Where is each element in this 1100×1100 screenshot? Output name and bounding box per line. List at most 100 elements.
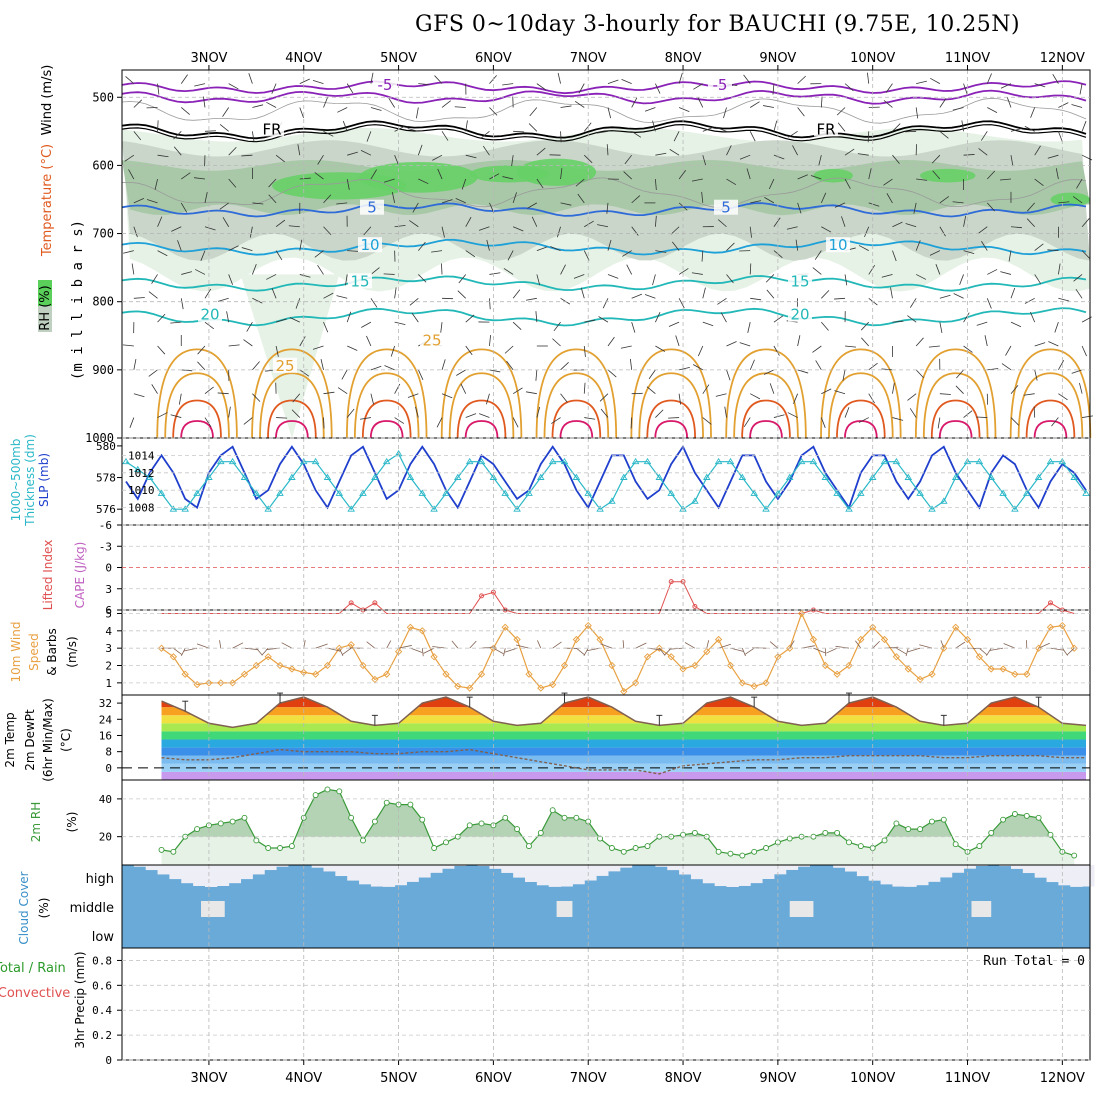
temp-lobe <box>922 372 989 439</box>
wind-barb <box>552 338 561 347</box>
wind-barb <box>251 131 255 143</box>
wind-speed-tick-label: 5 <box>105 607 112 620</box>
lifted-index-point <box>372 600 378 606</box>
wind-speed-point <box>999 665 1007 673</box>
top-day-label: 11NOV <box>945 51 990 66</box>
rh-legend-swatch <box>38 306 52 332</box>
thickness-point <box>821 473 830 480</box>
cloud-level-label: high <box>86 872 114 887</box>
rh-point <box>371 818 378 825</box>
cloud-level-label: low <box>92 930 115 945</box>
wind-barb <box>512 387 523 395</box>
wind-barb <box>655 312 661 323</box>
wind-barb <box>584 220 594 228</box>
rh-point <box>846 839 852 846</box>
wind-barb <box>268 194 277 204</box>
thickness-point <box>548 457 557 465</box>
wind-barb <box>1073 274 1083 282</box>
wind-barb <box>271 83 277 94</box>
wind-barb <box>881 368 893 371</box>
thickness-point <box>347 505 355 512</box>
cloud-label: (%) <box>37 898 51 919</box>
wind-barb <box>502 176 514 180</box>
wind-barb <box>361 321 372 328</box>
thickness-label: Thickness (dm) <box>23 434 37 527</box>
wind-barb <box>892 221 903 228</box>
wind-barb <box>939 226 946 237</box>
wind-speed-point <box>809 635 818 644</box>
wind-barb-10m <box>826 647 838 654</box>
wind-barb <box>939 393 951 395</box>
wind-barb <box>749 263 752 275</box>
wind-barb <box>812 345 822 353</box>
wind-speed-point <box>738 679 746 687</box>
wind-speed-tick-label: 1 <box>105 677 112 690</box>
wind-barb <box>956 369 964 379</box>
wind-label: Wind (m/s) <box>40 65 55 136</box>
rh-band-light <box>240 274 340 438</box>
wind-speed-point <box>454 682 462 690</box>
wind-speed-point <box>181 670 189 678</box>
wind-barb <box>148 291 158 299</box>
high-cloud-gap <box>928 865 941 882</box>
wind-barb <box>383 273 395 275</box>
wind-barb <box>652 120 656 132</box>
wind-speed-point <box>821 661 829 670</box>
rh-point <box>324 786 331 793</box>
wind-barb <box>157 154 169 158</box>
contour-label: 10 <box>360 236 379 254</box>
wind-barb <box>1010 321 1022 328</box>
wind-barb <box>204 130 216 132</box>
wind-barb <box>673 131 680 142</box>
wind-barb <box>932 170 941 180</box>
wind-barb <box>598 316 609 323</box>
wind-barb <box>383 178 395 183</box>
wind-barb <box>1081 345 1087 357</box>
rh-point <box>419 816 426 823</box>
wind-barb <box>747 322 751 333</box>
wind-barb <box>512 321 522 330</box>
wind-barb <box>844 178 851 189</box>
contour-label-bg <box>373 77 397 93</box>
wind-barb <box>583 122 592 132</box>
wind-barb <box>574 100 585 108</box>
wind-speed-point <box>323 661 332 670</box>
wind-barb <box>337 107 348 113</box>
wind-barb <box>197 345 206 355</box>
wind-barb <box>133 297 145 299</box>
precip-tick-label: 0.6 <box>92 979 112 992</box>
wind-barb <box>457 290 467 299</box>
wind-barb <box>597 130 609 134</box>
high-cloud-gap <box>264 865 277 871</box>
wind-barb <box>976 416 988 418</box>
wind-barb <box>892 250 897 262</box>
wind-barb-10m <box>684 642 696 649</box>
temp-lobe <box>172 399 222 439</box>
wind-barb <box>299 336 306 347</box>
thickness-point <box>1082 489 1090 496</box>
thickness-point <box>169 505 178 512</box>
wind-barb <box>1081 250 1091 259</box>
precip-tick-label: 0.4 <box>92 1004 112 1017</box>
wind-barb <box>180 74 188 84</box>
contour-label: 25 <box>422 332 441 350</box>
wind-barb <box>678 298 685 309</box>
wind-barb <box>584 417 596 420</box>
wind-barb <box>952 201 964 204</box>
high-cloud-gap <box>1034 865 1048 878</box>
cloud-level-label: middle <box>70 901 114 916</box>
wind-barb <box>750 200 762 204</box>
high-cloud-gap <box>347 865 360 881</box>
wind-barb <box>228 146 237 156</box>
wind-speed-point <box>383 670 391 678</box>
wind-barb <box>478 226 490 231</box>
temp-lobe <box>733 372 799 439</box>
panel-backgrounds <box>122 128 1095 948</box>
wind-barb <box>773 315 784 323</box>
wind-barb <box>668 321 680 327</box>
wind-barb <box>323 292 334 299</box>
wind-barb <box>935 264 941 275</box>
rh-point <box>952 841 959 848</box>
wind-barb <box>360 150 372 156</box>
wind-barb <box>276 417 288 419</box>
